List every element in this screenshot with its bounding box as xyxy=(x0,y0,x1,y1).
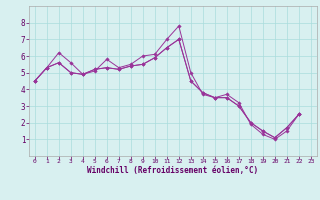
X-axis label: Windchill (Refroidissement éolien,°C): Windchill (Refroidissement éolien,°C) xyxy=(87,166,258,175)
